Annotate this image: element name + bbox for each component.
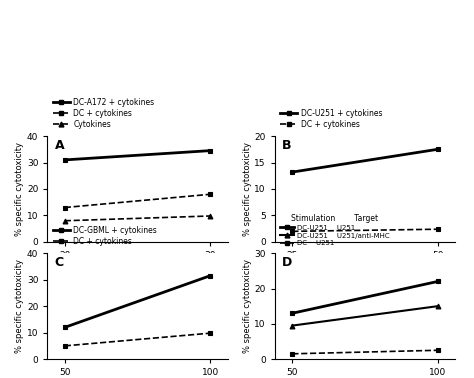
X-axis label: E:T ratio: E:T ratio xyxy=(340,265,390,276)
Y-axis label: % specific cytotoxicity: % specific cytotoxicity xyxy=(243,142,252,236)
Text: D: D xyxy=(282,256,292,270)
Y-axis label: % specific cytotoxicity: % specific cytotoxicity xyxy=(15,142,24,236)
Legend: DC-U251 + cytokines, DC + cytokines: DC-U251 + cytokines, DC + cytokines xyxy=(279,107,384,130)
Y-axis label: % specific cytotoxicity: % specific cytotoxicity xyxy=(15,259,24,353)
Legend: DC-U251    U251, DC-U251    U251/anti-MHC, DC    U251: DC-U251 U251, DC-U251 U251/anti-MHC, DC … xyxy=(278,213,391,248)
X-axis label: E:T ratio: E:T ratio xyxy=(112,265,163,276)
Text: C: C xyxy=(55,256,64,270)
Text: B: B xyxy=(282,139,292,152)
Legend: DC-GBML + cytokines, DC + cytokines: DC-GBML + cytokines, DC + cytokines xyxy=(51,225,159,247)
Text: A: A xyxy=(55,139,64,152)
Legend: DC-A172 + cytokines, DC + cytokines, Cytokines: DC-A172 + cytokines, DC + cytokines, Cyt… xyxy=(51,96,156,130)
Y-axis label: % specific cytotoxicity: % specific cytotoxicity xyxy=(243,259,252,353)
